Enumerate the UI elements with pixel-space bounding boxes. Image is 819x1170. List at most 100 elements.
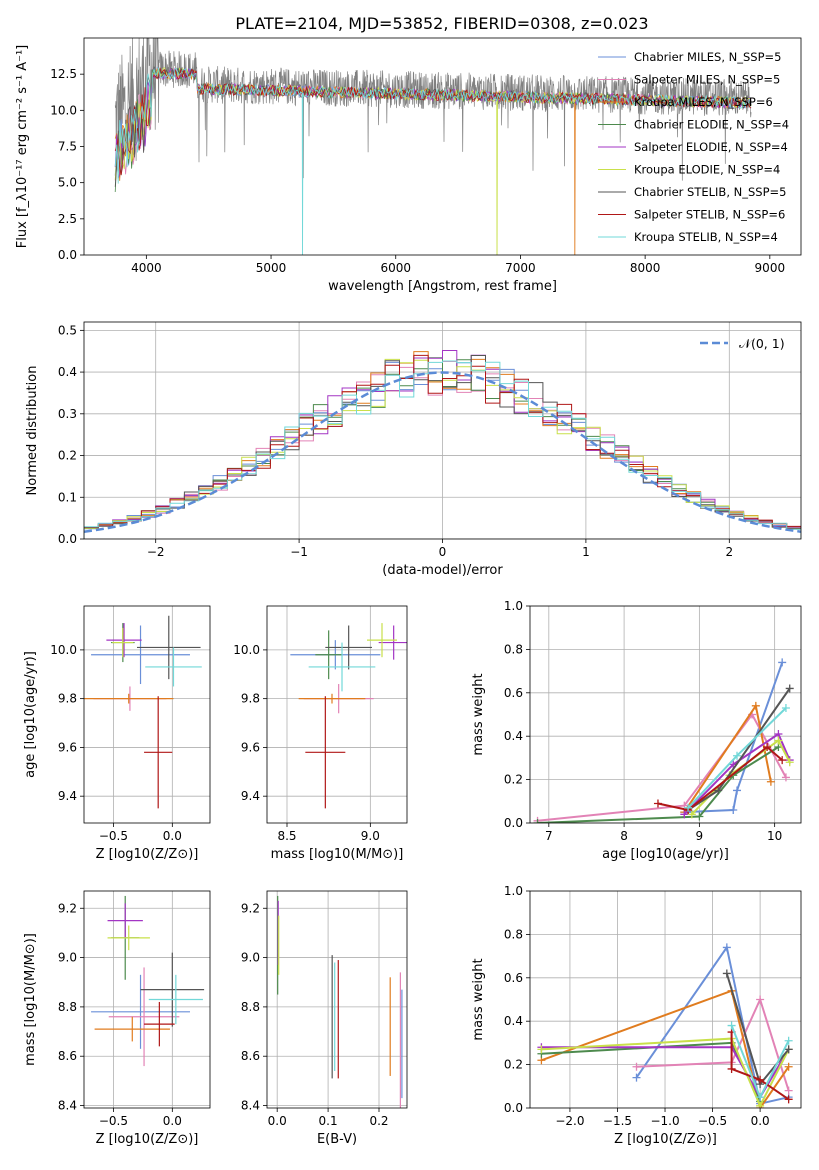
x-tick-label: 5000 <box>256 261 287 275</box>
mass-weight-marker <box>785 758 794 767</box>
y-tick-label: 0.0 <box>504 1101 523 1115</box>
plot-area <box>267 891 407 1108</box>
mass-weight-marker <box>733 786 742 795</box>
mass-weight-marker <box>684 803 693 812</box>
x-axis-label: Z [log10(Z/Z⊙)] <box>614 1132 717 1147</box>
y-axis-label: mass weight <box>471 673 486 755</box>
y-tick-label: 9.4 <box>58 789 77 803</box>
x-tick-label: 7 <box>545 829 553 843</box>
x-tick-label: 0.0 <box>163 1114 182 1128</box>
mass-weight-marker <box>756 1093 765 1102</box>
mass-weight-marker <box>784 1045 793 1054</box>
y-tick-label: 8.8 <box>241 1000 260 1014</box>
x-tick-label: 9 <box>696 829 704 843</box>
panel-8: −2.0 −1.5 −1.0 −0.5 0.0 0.0 0.2 0.4 0.6 0.8 1.0 Z [… <box>471 884 802 1147</box>
y-tick-label: 5.0 <box>58 176 77 190</box>
legend-label: Kroupa ELODIE, N_SSP=4 <box>634 163 780 177</box>
x-tick-label: 0.0 <box>268 1114 287 1128</box>
x-axis-label: Z [log10(Z/Z⊙)] <box>96 847 199 862</box>
x-tick-label: 7000 <box>505 261 536 275</box>
x-tick-label: −1.0 <box>650 1114 679 1128</box>
x-tick-label: −1 <box>290 545 308 559</box>
y-tick-label: 0.4 <box>504 729 523 743</box>
panel-7: 0.0 0.1 0.2 8.4 8.6 8.8 9.0 9.2 E(B-V) <box>241 890 408 1147</box>
y-tick-label: 10.0 <box>50 103 77 117</box>
y-tick-label: 9.8 <box>58 692 77 706</box>
mass-weight-line <box>683 732 791 816</box>
x-axis-label: age [log10(age/yr)] <box>602 847 729 862</box>
y-tick-label: 9.6 <box>241 740 260 754</box>
x-tick-label: 8.5 <box>277 829 296 843</box>
plot-area <box>530 891 801 1108</box>
y-tick-label: 9.6 <box>58 740 77 754</box>
mass-weight-marker <box>733 751 742 760</box>
x-tick-label: 0.2 <box>369 1114 388 1128</box>
mass-weight-marker <box>680 810 689 819</box>
legend-label: 𝒩(0, 1) <box>739 336 785 351</box>
x-tick-label: 2 <box>725 545 733 559</box>
plot-area <box>84 891 210 1108</box>
legend-label: Kroupa MILES, N_SSP=6 <box>634 95 773 109</box>
plot-area <box>84 606 210 823</box>
x-tick-label: 8 <box>620 829 628 843</box>
mass-weight-marker <box>722 969 731 978</box>
y-tick-label: 0.6 <box>504 971 523 985</box>
mass-weight-marker <box>533 819 542 823</box>
mass-weight-line <box>541 1037 790 1108</box>
mass-weight-marker <box>785 684 794 693</box>
y-axis-label: age [log10(age/yr)] <box>23 651 38 778</box>
y-tick-label: 2.5 <box>58 212 77 226</box>
panel-3: −0.5 0.0 9.4 9.6 9.8 10.0 Z [log10(Z/Z⊙)] age [… <box>23 605 211 862</box>
y-tick-label: 0.2 <box>58 449 77 463</box>
mass-weight-marker <box>714 786 723 795</box>
y-tick-label: 8.6 <box>58 1049 77 1063</box>
x-tick-label: −0.5 <box>698 1114 727 1128</box>
mass-weight-marker <box>695 812 704 821</box>
residual-histogram <box>84 360 801 539</box>
y-tick-label: 0.8 <box>504 642 523 656</box>
x-tick-label: 6000 <box>380 261 411 275</box>
axes-frame <box>529 605 802 824</box>
mass-weight-line <box>730 1032 790 1101</box>
y-tick-label: 1.0 <box>504 884 523 898</box>
mass-weight-marker <box>784 1086 793 1095</box>
y-tick-label: 9.2 <box>241 901 260 915</box>
plot-area <box>114 38 752 255</box>
mass-weight-marker <box>778 658 787 667</box>
x-tick-label: 0.0 <box>751 1114 770 1128</box>
mass-weight-line <box>657 745 783 812</box>
panel-1: 4000 5000 6000 7000 8000 9000 0.0 2.5 5.0 7.5 10.0… <box>15 37 802 294</box>
y-tick-label: 9.0 <box>241 951 260 965</box>
model-spectrum-line <box>114 67 752 255</box>
mass-weight-marker <box>763 743 772 752</box>
x-axis-label: (data-model)/error <box>382 563 503 578</box>
plot-area <box>530 606 801 823</box>
x-axis-label: wavelength [Angstrom, rest frame] <box>328 279 557 294</box>
mass-weight-marker <box>781 773 790 782</box>
y-tick-label: 8.6 <box>241 1049 260 1063</box>
panel-5: 7 8 9 10 0.0 0.2 0.4 0.6 0.8 1.0 age [log10(age/yr… <box>471 599 802 862</box>
x-tick-label: −0.5 <box>99 1114 128 1128</box>
x-tick-label: 9000 <box>755 261 786 275</box>
mass-weight-marker <box>727 1021 736 1030</box>
mass-weight-marker <box>756 995 765 1004</box>
y-axis-label: Normed distribution <box>25 366 40 496</box>
x-tick-label: 0.1 <box>319 1114 338 1128</box>
normal-curve <box>84 371 801 533</box>
axes-frame <box>83 37 802 256</box>
x-tick-label: 10 <box>767 829 782 843</box>
y-tick-label: 0.1 <box>58 490 77 504</box>
legend-label: Salpeter MILES, N_SSP=5 <box>634 73 780 87</box>
y-tick-label: 0.4 <box>58 365 77 379</box>
mass-weight-marker <box>632 1073 641 1082</box>
model-spectrum-line <box>114 67 752 255</box>
x-tick-label: 0.0 <box>163 829 182 843</box>
legend-label: Kroupa STELIB, N_SSP=4 <box>634 230 778 244</box>
y-tick-label: 0.6 <box>504 686 523 700</box>
y-tick-label: 9.0 <box>58 951 77 965</box>
legend-label: Salpeter STELIB, N_SSP=6 <box>634 208 785 222</box>
mass-weight-marker <box>537 1045 546 1054</box>
y-tick-label: 0.3 <box>58 407 77 421</box>
x-tick-label: 8000 <box>630 261 661 275</box>
